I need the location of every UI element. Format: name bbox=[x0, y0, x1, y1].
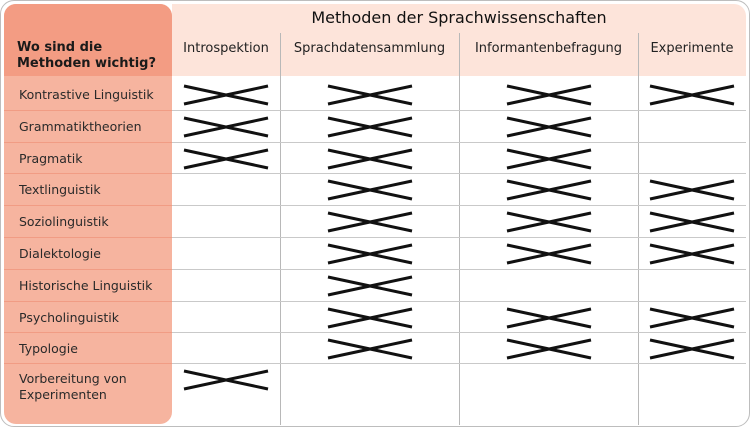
column-header-informantenbefragung: Informantenbefragung bbox=[474, 41, 623, 56]
cross-mark-icon bbox=[506, 243, 591, 265]
row-divider bbox=[172, 173, 746, 174]
cross-mark-icon bbox=[649, 211, 735, 233]
corner-header-cell bbox=[4, 4, 172, 76]
row-divider bbox=[4, 110, 172, 111]
column-divider bbox=[280, 33, 281, 425]
cross-mark-icon bbox=[183, 116, 269, 138]
row-divider bbox=[4, 173, 172, 174]
row-label: Vorbereitung von Experimenten bbox=[19, 371, 127, 402]
cross-mark-icon bbox=[506, 116, 591, 138]
column-divider bbox=[459, 33, 460, 425]
row-divider bbox=[4, 237, 172, 238]
cross-mark-icon bbox=[649, 179, 735, 201]
row-label: Psycholinguistik bbox=[19, 310, 119, 325]
cross-mark-icon bbox=[649, 338, 735, 360]
cross-mark-icon bbox=[327, 148, 412, 170]
cross-mark-icon bbox=[327, 243, 412, 265]
row-divider bbox=[172, 269, 746, 270]
column-divider bbox=[638, 33, 639, 425]
row-divider bbox=[4, 269, 172, 270]
row-divider bbox=[172, 237, 746, 238]
row-label: Pragmatik bbox=[19, 151, 83, 166]
cross-mark-icon bbox=[183, 148, 269, 170]
cross-mark-icon bbox=[327, 84, 412, 106]
row-divider bbox=[172, 205, 746, 206]
row-divider bbox=[172, 332, 746, 333]
column-header-experimente: Experimente bbox=[650, 41, 734, 56]
cross-mark-icon bbox=[327, 338, 412, 360]
row-label: Grammatiktheorien bbox=[19, 119, 142, 134]
cross-mark-icon bbox=[649, 84, 735, 106]
cross-mark-icon bbox=[649, 307, 735, 329]
row-divider bbox=[4, 205, 172, 206]
table-title: Methoden der Sprachwissenschaften bbox=[311, 8, 607, 27]
cross-mark-icon bbox=[506, 307, 591, 329]
row-label: Historische Linguistik bbox=[19, 278, 153, 293]
row-label: Kontrastive Linguistik bbox=[19, 87, 154, 102]
row-divider bbox=[172, 363, 746, 364]
cross-mark-icon bbox=[183, 84, 269, 106]
column-header-introspektion: Introspektion bbox=[183, 41, 269, 56]
cross-mark-icon bbox=[506, 179, 591, 201]
column-header-sprachdatensammlung: Sprachdatensammlung bbox=[293, 41, 446, 56]
cross-mark-icon bbox=[327, 116, 412, 138]
row-label: Soziolinguistik bbox=[19, 214, 109, 229]
row-divider bbox=[172, 301, 746, 302]
cross-mark-icon bbox=[506, 148, 591, 170]
row-divider bbox=[172, 110, 746, 111]
cross-mark-icon bbox=[649, 243, 735, 265]
corner-label: Wo sind die Methoden wichtig? bbox=[17, 40, 157, 71]
cross-mark-icon bbox=[327, 307, 412, 329]
cross-mark-icon bbox=[506, 211, 591, 233]
row-divider bbox=[4, 363, 172, 364]
row-divider bbox=[4, 301, 172, 302]
row-divider bbox=[172, 142, 746, 143]
cross-mark-icon bbox=[506, 84, 591, 106]
row-label: Typologie bbox=[19, 341, 78, 356]
row-divider bbox=[4, 142, 172, 143]
row-label: Textlinguistik bbox=[19, 182, 101, 197]
cross-mark-icon bbox=[327, 275, 412, 297]
cross-mark-icon bbox=[183, 369, 269, 391]
row-divider bbox=[4, 332, 172, 333]
cross-mark-icon bbox=[327, 211, 412, 233]
cross-mark-icon bbox=[327, 179, 412, 201]
row-label: Dialektologie bbox=[19, 246, 101, 261]
cross-mark-icon bbox=[506, 338, 591, 360]
